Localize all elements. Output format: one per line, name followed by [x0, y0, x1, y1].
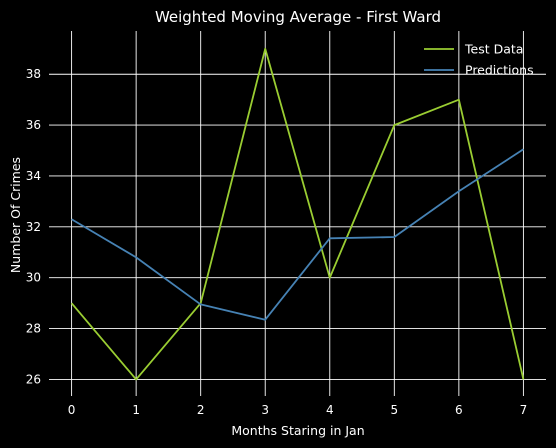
x-tick-label-1: 1: [132, 403, 140, 417]
x-tick-label-2: 2: [197, 403, 205, 417]
x-tick-label-6: 6: [455, 403, 463, 417]
x-tick-label-5: 5: [390, 403, 398, 417]
x-tick-label-7: 7: [520, 403, 528, 417]
y-axis-ticks: 26 28 30 32 34 36 38: [26, 67, 41, 386]
series-line-predictions: [71, 148, 524, 321]
chart-title: Weighted Moving Average - First Ward: [155, 8, 441, 26]
legend: Test Data Predictions: [424, 42, 534, 78]
x-tick-label-0: 0: [68, 403, 76, 417]
series-layer: [70, 47, 525, 381]
y-tick-label-5: 36: [26, 118, 41, 132]
y-tick-label-6: 38: [26, 67, 41, 81]
y-tick-label-3: 32: [26, 220, 41, 234]
y-tick-label-1: 28: [26, 322, 41, 336]
y-axis-label: Number Of Crimes: [8, 157, 23, 273]
series-line-test-data: [70, 47, 525, 381]
x-tick-label-3: 3: [261, 403, 269, 417]
x-tick-label-4: 4: [326, 403, 334, 417]
legend-label-test-data: Test Data: [464, 42, 523, 57]
x-axis-label: Months Staring in Jan: [231, 423, 364, 438]
y-tick-label-2: 30: [26, 271, 41, 285]
y-tick-label-0: 26: [26, 372, 41, 386]
legend-label-predictions: Predictions: [465, 63, 534, 78]
y-tick-label-4: 34: [26, 169, 41, 183]
x-axis-ticks: 0 1 2 3 4 5 6 7: [68, 403, 527, 417]
